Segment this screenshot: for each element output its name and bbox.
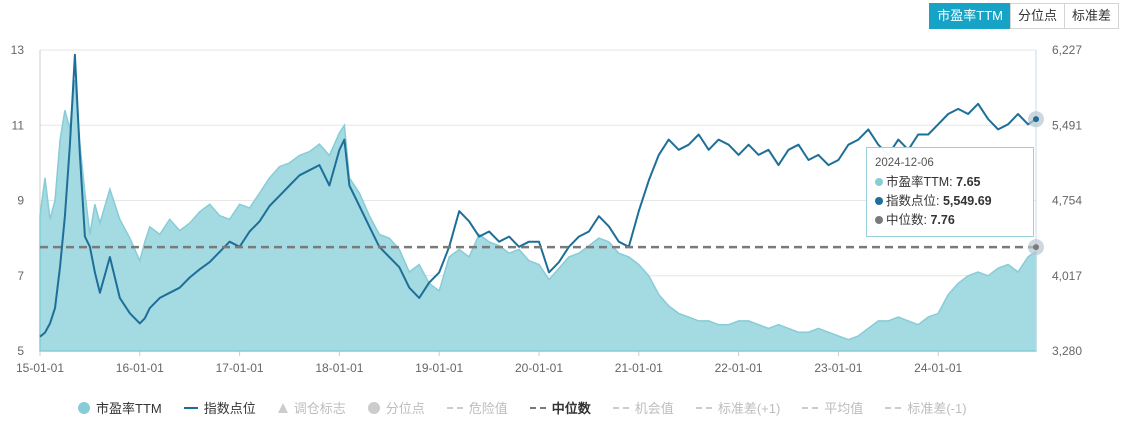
legend-item[interactable]: 平均值 <box>802 398 863 417</box>
legend-label: 市盈率TTM <box>96 401 162 416</box>
tab-percentile[interactable]: 分位点 <box>1009 3 1065 29</box>
x-tick-label: 16-01-01 <box>116 361 164 375</box>
legend-label: 机会值 <box>634 401 674 416</box>
index-dot-icon <box>875 197 883 205</box>
y-left-tick-label: 9 <box>17 194 24 208</box>
index-level-line <box>39 53 1037 338</box>
x-tick-label: 18-01-01 <box>315 361 363 375</box>
legend-label: 调仓标志 <box>293 401 346 416</box>
x-tick-label: 21-01-01 <box>615 361 663 375</box>
legend-dash-icon <box>802 406 819 409</box>
legend-dash-icon <box>885 406 902 409</box>
legend-label: 平均值 <box>824 401 864 416</box>
legend-item[interactable]: 指数点位 <box>183 398 256 417</box>
legend-label: 标准差(-1) <box>907 401 967 416</box>
tooltip-date: 2024-12-06 <box>875 157 934 169</box>
y-right-tick-label: 5,491 <box>1052 118 1082 132</box>
tab-std-dev[interactable]: 标准差 <box>1063 3 1119 29</box>
legend-item[interactable]: 标准差(+1) <box>695 398 781 417</box>
legend-label: 危险值 <box>468 401 508 416</box>
y-right-tick-label: 4,017 <box>1052 269 1082 283</box>
x-tick-label: 19-01-01 <box>415 361 463 375</box>
pe-index-chart: 5 7 9 11 13 3,280 4,017 4,754 5,491 6,227 15-01-01… <box>11 43 1083 375</box>
legend-circle-icon <box>367 401 380 414</box>
legend-label: 中位数 <box>551 401 591 416</box>
tooltip-row-pe: 市盈率TTM: 7.65 <box>875 173 1025 192</box>
y-right-tick-label: 3,280 <box>1052 344 1082 358</box>
tab-pe-ttm[interactable]: 市盈率TTM <box>929 3 1011 29</box>
chart-legend: 市盈率TTM 指数点位 调仓标志 分位点 危险值 中位数 机会值 标准差(+1) 平均值 标准差(… <box>78 398 989 417</box>
y-left-tick-label: 7 <box>17 269 24 283</box>
y-right-tick-label: 4,754 <box>1052 194 1082 208</box>
tooltip-row-index: 指数点位: 5,549.69 <box>875 192 1025 211</box>
tooltip-median-value: 7.76 <box>930 213 955 227</box>
legend-dash-icon <box>695 406 712 409</box>
legend-item[interactable]: 危险值 <box>446 398 508 417</box>
view-tabs: 市盈率TTM 分位点 标准差 <box>929 3 1119 29</box>
tooltip-row-median: 中位数: 7.76 <box>875 211 1025 230</box>
legend-item[interactable]: 机会值 <box>612 398 674 417</box>
legend-dash-icon <box>612 406 629 409</box>
y-left-tick-label: 5 <box>17 344 24 358</box>
index-hover-dot <box>1033 116 1039 123</box>
legend-dash-icon <box>446 406 463 409</box>
x-tick-label: 20-01-01 <box>515 361 563 375</box>
legend-item[interactable]: 标准差(-1) <box>885 398 967 417</box>
tooltip-pe-value: 7.65 <box>956 175 981 189</box>
legend-dash-icon <box>529 406 546 409</box>
tooltip-median-label: 中位数: <box>886 213 927 227</box>
y-left-tick-label: 13 <box>11 43 25 57</box>
median-hover-dot <box>1033 244 1039 251</box>
pe-dot-icon <box>875 178 883 186</box>
legend-line-icon <box>183 406 198 409</box>
x-tick-label: 23-01-01 <box>814 361 862 375</box>
legend-item[interactable]: 分位点 <box>367 398 425 417</box>
chart-tooltip: 2024-12-06 市盈率TTM: 7.65 指数点位: 5,549.69 中… <box>866 147 1034 237</box>
legend-label: 分位点 <box>385 401 425 416</box>
tooltip-index-label: 指数点位: <box>886 194 940 208</box>
legend-item[interactable]: 调仓标志 <box>277 398 346 417</box>
legend-item[interactable]: 市盈率TTM <box>78 398 162 417</box>
x-tick-label: 24-01-01 <box>914 361 962 375</box>
tooltip-index-value: 5,549.69 <box>942 194 992 208</box>
x-tick-label: 15-01-01 <box>16 361 64 375</box>
pe-ttm-area <box>39 80 1037 352</box>
tooltip-pe-label: 市盈率TTM: <box>886 175 953 189</box>
legend-circle-icon <box>78 401 90 414</box>
x-tick-label: 17-01-01 <box>216 361 264 375</box>
y-right-tick-label: 6,227 <box>1052 43 1082 57</box>
legend-label: 指数点位 <box>203 401 256 416</box>
median-dot-icon <box>875 216 883 224</box>
legend-triangle-icon <box>277 402 288 413</box>
y-left-tick-label: 11 <box>12 118 25 132</box>
legend-label: 标准差(+1) <box>717 401 781 416</box>
x-tick-label: 22-01-01 <box>715 361 763 375</box>
legend-item[interactable]: 中位数 <box>529 398 591 417</box>
